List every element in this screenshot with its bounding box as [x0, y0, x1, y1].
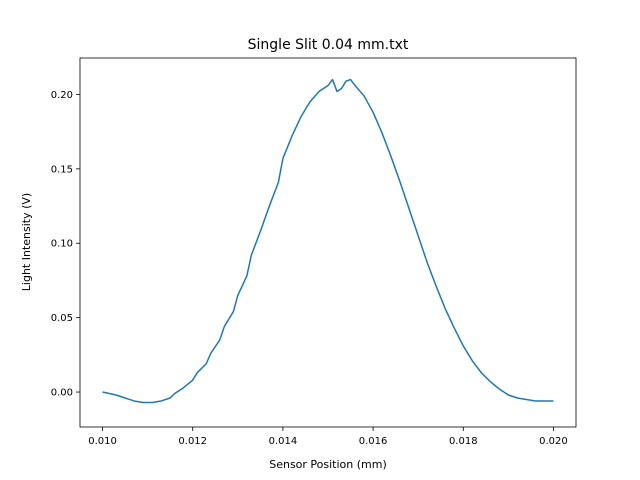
y-axis: 0.00 0.05 0.10 0.15 0.20	[51, 90, 80, 399]
y-tick-label: 0.00	[51, 388, 73, 399]
y-tick-label: 0.15	[51, 164, 73, 175]
y-axis-label: Light Intensity (V)	[20, 193, 33, 291]
y-tick-label: 0.20	[51, 90, 73, 101]
plot-area	[102, 78, 554, 404]
x-tick-label: 0.012	[178, 436, 207, 447]
x-tick-label: 0.020	[539, 436, 568, 447]
chart-title: Single Slit 0.04 mm.txt	[248, 37, 409, 53]
y-tick-label: 0.05	[51, 313, 73, 324]
x-tick-label: 0.018	[449, 436, 478, 447]
axes-frame	[79, 57, 577, 428]
x-tick-label: 0.010	[88, 436, 117, 447]
x-tick-label: 0.014	[269, 436, 298, 447]
x-axis: 0.010 0.012 0.014 0.016 0.018 0.020	[88, 427, 568, 447]
series-line	[102, 78, 554, 404]
x-tick-label: 0.016	[359, 436, 388, 447]
x-axis-label: Sensor Position (mm)	[269, 458, 387, 471]
y-tick-label: 0.10	[51, 239, 73, 250]
